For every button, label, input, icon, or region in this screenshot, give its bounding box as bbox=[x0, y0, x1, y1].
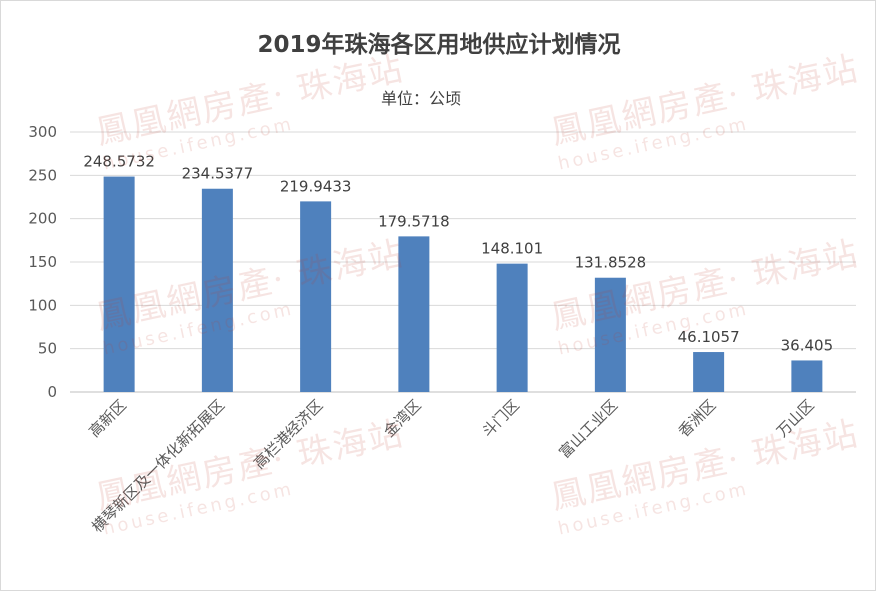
bar bbox=[594, 277, 626, 392]
bar bbox=[103, 176, 135, 392]
data-label: 234.5377 bbox=[182, 165, 254, 183]
y-tick-label: 200 bbox=[28, 210, 57, 228]
data-label: 219.9433 bbox=[280, 177, 352, 195]
bar bbox=[201, 188, 233, 392]
gridlines bbox=[70, 131, 856, 393]
y-tick-label: 0 bbox=[47, 383, 57, 401]
data-label: 46.1057 bbox=[678, 328, 740, 346]
data-labels: 248.5732 234.5377 219.9433 179.5718 148.101 1… bbox=[83, 153, 833, 355]
bar bbox=[791, 360, 823, 392]
x-tick-label: 斗门区 bbox=[478, 396, 523, 441]
x-tick-label: 富山工业区 bbox=[555, 396, 621, 462]
y-tick-label: 250 bbox=[28, 166, 57, 184]
x-tick-label: 高栏港经济区 bbox=[250, 396, 326, 472]
y-axis-ticks: 0 50 100 150 200 250 300 bbox=[28, 123, 57, 401]
data-label: 131.8528 bbox=[575, 254, 647, 272]
chart-title: 2019年珠海各区用地供应计划情况 bbox=[257, 32, 621, 58]
bar bbox=[398, 236, 430, 392]
bar bbox=[496, 263, 528, 392]
data-label: 36.405 bbox=[781, 336, 834, 354]
y-tick-label: 300 bbox=[28, 123, 57, 141]
bar bbox=[693, 352, 725, 392]
data-label: 248.5732 bbox=[83, 153, 155, 171]
y-tick-label: 50 bbox=[38, 340, 57, 358]
bar bbox=[300, 201, 332, 392]
bars bbox=[103, 176, 823, 392]
y-tick-label: 150 bbox=[28, 253, 57, 271]
x-tick-label: 万山区 bbox=[773, 396, 818, 441]
data-label: 179.5718 bbox=[378, 212, 450, 230]
data-label: 148.101 bbox=[481, 240, 543, 258]
chart-subtitle: 单位：公顷 bbox=[380, 89, 461, 108]
x-tick-label: 香洲区 bbox=[675, 396, 720, 441]
x-tick-label: 高新区 bbox=[85, 396, 130, 441]
x-tick-label: 金湾区 bbox=[380, 396, 425, 441]
y-tick-label: 100 bbox=[28, 296, 57, 314]
